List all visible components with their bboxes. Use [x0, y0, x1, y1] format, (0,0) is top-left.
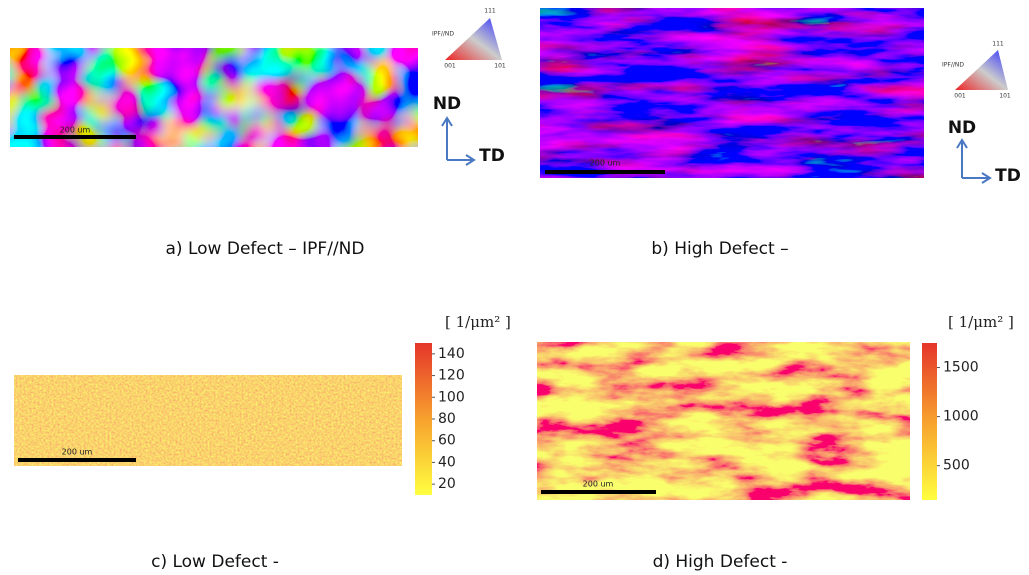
- axis-label: TD: [995, 166, 1021, 186]
- colorbar-tick-label: 500: [943, 458, 970, 474]
- axis-label: ND: [433, 94, 461, 114]
- scale-bar: [545, 170, 665, 174]
- colorbar-tick-label: 100: [438, 389, 465, 405]
- key-title: IPF//ND: [942, 62, 964, 69]
- colorbar-unit: [ 1/μm² ]: [948, 313, 1014, 331]
- ipf-map: [10, 48, 418, 147]
- kam-map: [14, 375, 402, 466]
- colorbar-tick-label: 60: [438, 433, 456, 449]
- colorbar: [415, 343, 432, 495]
- scale-bar-label: 200 um: [583, 480, 614, 489]
- key-title: IPF//ND: [432, 31, 454, 38]
- scale-bar-label: 200 um: [60, 126, 91, 135]
- scale-bar: [14, 135, 136, 139]
- key-corner: 101: [999, 93, 1011, 100]
- caption: b) High Defect –: [651, 239, 788, 259]
- colorbar-tick-label: 120: [438, 368, 465, 384]
- axis-arrows: [441, 116, 476, 166]
- scale-bar-label: 200 um: [590, 159, 621, 168]
- key-corner: 001: [444, 63, 456, 70]
- caption: d) High Defect -: [653, 552, 788, 572]
- colorbar-tick-label: 20: [438, 476, 456, 492]
- scale-bar: [541, 490, 656, 494]
- caption: a) Low Defect – IPF//ND: [166, 239, 365, 259]
- kam-map: [537, 342, 910, 500]
- colorbar-tick-label: 1000: [943, 409, 979, 425]
- key-corner: 001: [954, 93, 966, 100]
- colorbar-unit: [ 1/μm² ]: [445, 313, 511, 331]
- colorbar: [922, 343, 937, 500]
- ipf-map: [540, 8, 924, 178]
- axis-label: ND: [948, 118, 976, 138]
- ipf-triangle: [955, 50, 1008, 90]
- caption: c) Low Defect -: [151, 552, 279, 572]
- colorbar-tick-label: 40: [438, 454, 456, 470]
- colorbar-tick-label: 80: [438, 411, 456, 427]
- key-corner: 111: [484, 8, 496, 15]
- colorbar-tick-label: 1500: [943, 360, 979, 376]
- scale-bar: [18, 458, 136, 462]
- key-corner: 111: [992, 41, 1004, 48]
- scale-bar-label: 200 um: [62, 448, 93, 457]
- key-corner: 101: [494, 63, 506, 70]
- colorbar-tick-label: 140: [438, 346, 465, 362]
- ipf-triangle: [445, 18, 502, 60]
- axis-label: TD: [479, 146, 505, 166]
- axis-arrows: [956, 138, 992, 184]
